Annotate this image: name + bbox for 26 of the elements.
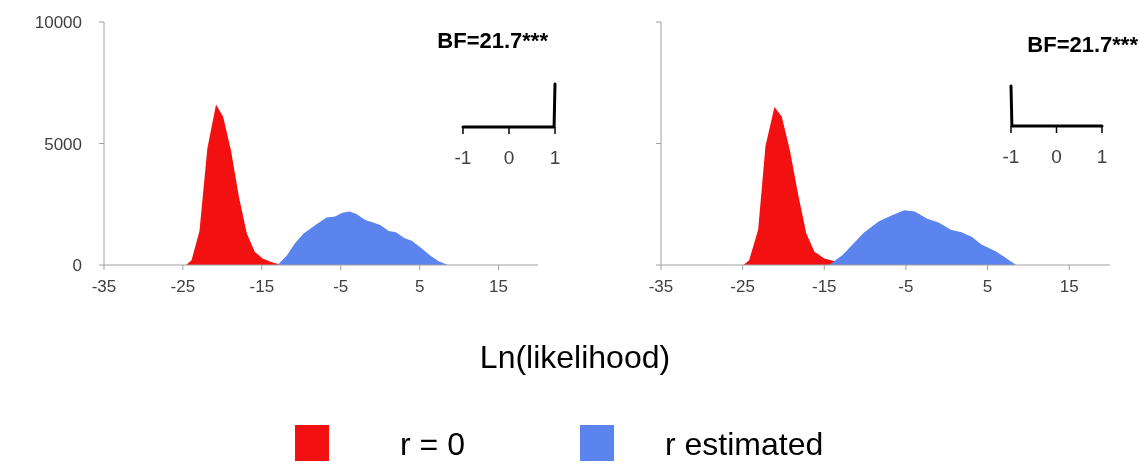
legend-label: r estimated <box>665 426 824 462</box>
x-tick-label: 15 <box>489 277 509 296</box>
x-tick-label: 5 <box>414 277 425 296</box>
chart-title: BF=21.7*** <box>1027 32 1139 57</box>
x-tick-label: -5 <box>333 277 349 296</box>
x-tick-label: -15 <box>811 277 837 296</box>
y-tick-label: 10000 <box>34 13 82 32</box>
x-tick-label: 1 <box>549 147 561 168</box>
x-tick-label: -25 <box>730 277 755 296</box>
x-tick-label: 0 <box>503 147 515 168</box>
x-tick-label: 5 <box>982 277 993 296</box>
x-tick-label: 15 <box>1059 277 1079 296</box>
x-axis-title: Ln(likelihood) <box>479 339 671 375</box>
x-tick-label: -5 <box>898 277 914 296</box>
legend-label: r = 0 <box>400 426 465 462</box>
y-tick-label: 5000 <box>44 134 82 154</box>
y-tick-label: 0 <box>72 256 82 275</box>
x-tick-label: -35 <box>91 277 117 296</box>
chart-title: BF=21.7*** <box>437 28 549 53</box>
x-tick-label: 0 <box>1051 146 1062 167</box>
x-tick-label: -25 <box>170 277 196 296</box>
x-tick-label: -35 <box>648 277 674 296</box>
x-tick-label: -15 <box>249 277 275 296</box>
x-tick-label: -1 <box>454 147 472 168</box>
x-tick-label: -1 <box>1002 146 1020 167</box>
x-tick-label: 1 <box>1096 146 1108 167</box>
